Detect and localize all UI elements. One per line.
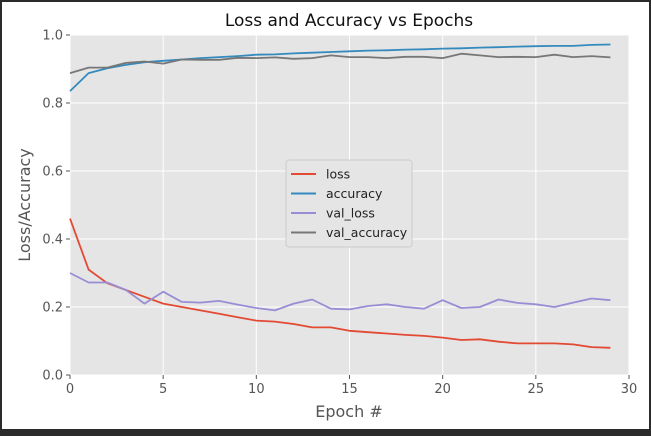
chart-title: Loss and Accuracy vs Epochs	[225, 11, 473, 31]
y-tick-label: 0.2	[42, 301, 63, 316]
y-tick-label: 1.0	[42, 29, 63, 44]
legend: loss accuracy val_loss val_accuracy	[285, 159, 413, 248]
series-line-accuracy	[69, 43, 611, 92]
series-line-val-loss	[69, 272, 611, 312]
y-axis-label: Loss/Accuracy	[15, 148, 34, 262]
y-axis-ticks: 0.0 0.2 0.4 0.6 0.8 1.0	[42, 29, 70, 384]
x-axis-label: Epoch #	[315, 402, 382, 421]
legend-label-accuracy: accuracy	[326, 186, 383, 201]
x-axis-ticks: 0 5 10 15 20 25 30	[66, 375, 637, 397]
x-tick-label: 0	[66, 382, 74, 397]
x-tick-label: 15	[341, 382, 358, 397]
legend-label-val-loss: val_loss	[326, 206, 375, 221]
legend-label-val-accuracy: val_accuracy	[326, 225, 408, 240]
y-tick-label: 0.4	[42, 233, 63, 248]
series-line-val-accuracy	[69, 52, 611, 74]
x-tick-label: 20	[434, 382, 451, 397]
legend-box	[285, 159, 413, 248]
series-line-loss	[69, 218, 611, 349]
x-tick-label: 10	[248, 382, 265, 397]
x-tick-label: 30	[621, 382, 638, 397]
x-tick-label: 25	[528, 382, 545, 397]
series-lines	[69, 43, 611, 349]
y-tick-label: 0.6	[42, 165, 63, 180]
y-tick-label: 0.0	[42, 369, 63, 384]
y-tick-label: 0.8	[42, 97, 63, 112]
x-tick-label: 5	[159, 382, 167, 397]
legend-label-loss: loss	[326, 167, 350, 182]
